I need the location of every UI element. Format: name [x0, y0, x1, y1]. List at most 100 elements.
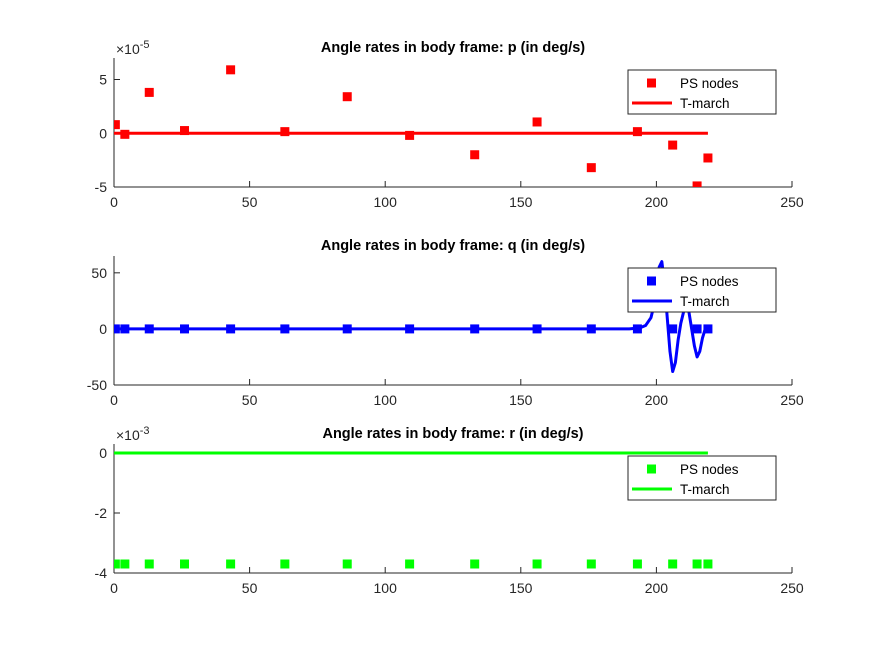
legend-marker	[647, 464, 656, 474]
y-tick-label: -5	[95, 179, 108, 195]
legend-box	[627, 455, 777, 501]
data-point-ps-node	[405, 324, 415, 334]
data-point-ps-node	[405, 130, 415, 140]
legend: PS nodes T-march	[627, 455, 777, 501]
legend-marker	[647, 78, 656, 88]
x-tick-label: 250	[780, 194, 804, 210]
data-point-ps-node	[703, 153, 713, 163]
x-tick-label: 0	[110, 580, 118, 596]
legend-marker	[647, 276, 656, 286]
x-tick-label: 250	[780, 392, 804, 408]
data-point-ps-node	[632, 559, 642, 569]
x-tick-label: 100	[374, 392, 398, 408]
data-point-ps-node	[532, 559, 542, 569]
y-tick-label: 0	[99, 445, 107, 461]
x-tick-label: 250	[780, 580, 804, 596]
data-point-ps-node	[470, 150, 480, 160]
data-point-ps-node	[405, 559, 415, 569]
data-point-ps-node	[342, 92, 352, 102]
data-point-ps-node	[120, 129, 130, 139]
legend-box	[627, 69, 777, 115]
data-point-ps-node	[586, 163, 596, 173]
data-point-ps-node	[668, 324, 678, 334]
data-point-ps-node	[703, 559, 713, 569]
legend-box	[627, 267, 777, 313]
data-point-ps-node	[180, 559, 190, 569]
y-tick-label: 0	[99, 321, 107, 337]
data-point-ps-node	[470, 324, 480, 334]
data-point-ps-node	[280, 127, 290, 137]
data-point-ps-node	[280, 324, 290, 334]
subplot-3: 0 50 100 150 200 250 -4 -2 0 ×10-3 Angle rates in …	[95, 425, 804, 596]
x-tick-label: 150	[509, 194, 533, 210]
data-point-ps-node	[632, 324, 642, 334]
data-point-ps-node	[342, 324, 352, 334]
chart-title: Angle rates in body frame: r (in deg/s)	[322, 426, 583, 442]
data-point-ps-node	[586, 324, 596, 334]
x-tick-label: 50	[242, 392, 258, 408]
x-tick-label: 0	[110, 392, 118, 408]
x-tick-label: 50	[242, 580, 258, 596]
data-point-ps-node	[120, 324, 130, 334]
x-tick-label: 150	[509, 392, 533, 408]
plot-area	[114, 65, 713, 187]
data-point-ps-node	[226, 65, 236, 75]
data-point-ps-node	[120, 559, 130, 569]
legend-label: T-march	[680, 96, 730, 111]
x-tick-label: 200	[645, 580, 669, 596]
x-tick-label: 200	[645, 392, 669, 408]
data-point-ps-node	[692, 181, 702, 187]
data-point-ps-node	[692, 324, 702, 334]
legend-label: T-march	[680, 294, 730, 309]
series-line-t-march	[114, 260, 708, 374]
y-tick-label: 0	[99, 125, 107, 141]
legend-label: PS nodes	[680, 274, 739, 289]
data-point-ps-node	[532, 324, 542, 334]
x-tick-label: 150	[509, 580, 533, 596]
legend-label: PS nodes	[680, 76, 739, 91]
data-point-ps-node	[280, 559, 290, 569]
data-point-ps-node	[586, 559, 596, 569]
y-tick-label: -2	[95, 505, 108, 521]
x-tick-label: 0	[110, 194, 118, 210]
data-point-ps-node	[668, 140, 678, 150]
subplot-1: 0 50 100 150 200 250-505×10-5 Angle rates in b…	[95, 39, 804, 210]
plot-area	[114, 260, 713, 374]
x-tick-label: 200	[645, 194, 669, 210]
y-tick-label: 50	[91, 265, 107, 281]
data-point-ps-node	[114, 324, 120, 334]
legend: PS nodes T-march	[627, 267, 777, 313]
x-tick-label: 100	[374, 194, 398, 210]
x-tick-label: 100	[374, 580, 398, 596]
data-point-ps-node	[144, 559, 154, 569]
y-exponent-label: ×10-5	[116, 39, 150, 57]
legend-label: T-march	[680, 482, 730, 497]
y-exponent-label: ×10-3	[116, 425, 150, 443]
data-point-ps-node	[144, 87, 154, 97]
data-point-ps-node	[144, 324, 154, 334]
data-point-ps-node	[532, 117, 542, 127]
data-point-ps-node	[632, 127, 642, 137]
y-tick-label: -50	[87, 377, 107, 393]
data-point-ps-node	[703, 324, 713, 334]
data-point-ps-node	[668, 559, 678, 569]
chart-title: Angle rates in body frame: p (in deg/s)	[321, 40, 585, 56]
chart-title: Angle rates in body frame: q (in deg/s)	[321, 238, 585, 254]
data-point-ps-node	[180, 126, 190, 136]
y-tick-label: -4	[95, 565, 108, 581]
data-point-ps-node	[342, 559, 352, 569]
data-point-ps-node	[180, 324, 190, 334]
data-point-ps-node	[226, 559, 236, 569]
data-point-ps-node	[114, 559, 120, 569]
data-point-ps-node	[692, 559, 702, 569]
plot-area	[114, 451, 713, 569]
data-point-ps-node	[226, 324, 236, 334]
y-tick-label: 5	[99, 72, 107, 88]
legend: PS nodes T-march	[627, 69, 777, 115]
data-point-ps-node	[114, 120, 120, 130]
x-tick-label: 50	[242, 194, 258, 210]
legend-label: PS nodes	[680, 462, 739, 477]
data-point-ps-node	[470, 559, 480, 569]
